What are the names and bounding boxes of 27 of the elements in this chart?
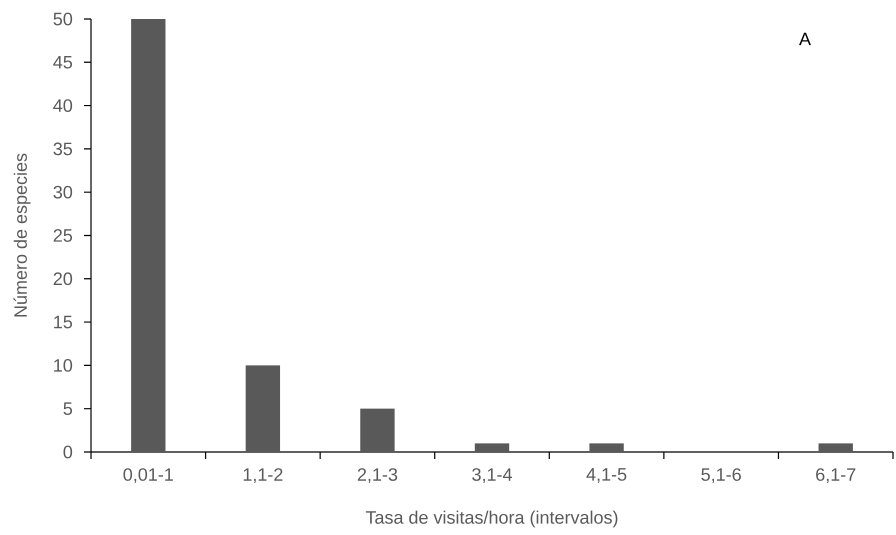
y-tick-label: 30 <box>53 186 72 199</box>
y-tick-label: 45 <box>53 56 72 69</box>
bar <box>246 365 280 452</box>
x-axis-title: Tasa de visitas/hora (intervalos) <box>366 510 618 528</box>
y-tick-label: 15 <box>54 316 72 328</box>
x-tick-label: 3,1-4 <box>472 468 512 484</box>
annotation: A <box>799 32 811 46</box>
y-tick-label: 20 <box>54 272 72 286</box>
y-tick-label: 0 <box>64 446 72 458</box>
x-tick-label: 0,01-1 <box>123 468 173 484</box>
bar <box>818 443 853 452</box>
y-axis-title: Número de especies <box>14 154 31 317</box>
y-tick-label: 5 <box>64 402 72 415</box>
x-tick-label: 4,1-5 <box>586 468 626 483</box>
bar <box>131 18 166 452</box>
x-tick-label: 1,1-2 <box>244 468 282 484</box>
y-tick-label: 40 <box>53 99 72 112</box>
bar <box>360 408 395 452</box>
x-tick-label: 5,1-6 <box>701 468 741 484</box>
y-tick-label: 50 <box>54 12 72 26</box>
y-tick-label: 25 <box>54 229 72 242</box>
bar <box>589 443 624 452</box>
x-tick-label: 6,1-7 <box>816 468 856 484</box>
x-tick-label: 2,1-3 <box>358 468 398 484</box>
y-tick-label: 35 <box>53 142 72 156</box>
bar <box>474 443 510 452</box>
y-tick-label: 10 <box>54 359 72 372</box>
